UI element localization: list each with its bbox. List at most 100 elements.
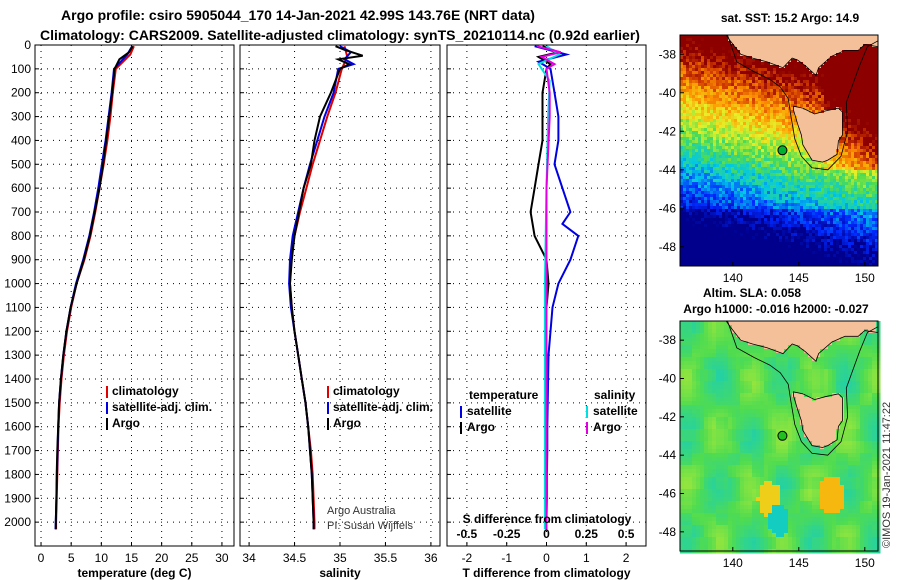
sst-cell	[704, 149, 708, 153]
sst-cell	[725, 167, 729, 171]
sst-cell	[689, 185, 693, 189]
sst-cell	[710, 92, 714, 96]
sst-cell	[806, 74, 810, 78]
sst-cell	[803, 74, 807, 78]
sst-cell	[710, 257, 714, 261]
sst-cell	[776, 89, 780, 93]
sst-cell	[686, 215, 690, 219]
sst-cell	[689, 71, 693, 75]
sst-cell	[842, 110, 846, 114]
sst-cell	[737, 179, 741, 183]
sst-cell	[857, 203, 861, 207]
sst-cell	[833, 197, 837, 201]
sst-cell	[698, 209, 702, 213]
sst-cell	[740, 191, 744, 195]
sst-cell	[716, 47, 720, 51]
sst-cell	[734, 86, 738, 90]
sst-cell	[716, 140, 720, 144]
sst-cell	[800, 50, 804, 54]
sst-cell	[824, 257, 828, 261]
sst-cell	[746, 59, 750, 63]
sst-cell	[827, 212, 831, 216]
sst-cell	[707, 98, 711, 102]
sst-cell	[764, 239, 768, 243]
depth-tick-label: 1800	[4, 467, 31, 481]
sst-cell	[683, 191, 687, 195]
sst-cell	[776, 122, 780, 126]
sst-cell	[851, 188, 855, 192]
sst-cell	[824, 47, 828, 51]
sst-cell	[689, 179, 693, 183]
sst-cell	[797, 95, 801, 99]
sst-cell	[827, 86, 831, 90]
sst-cell	[689, 89, 693, 93]
sst-cell	[782, 203, 786, 207]
sst-cell	[770, 152, 774, 156]
sst-cell	[722, 191, 726, 195]
sst-cell	[746, 68, 750, 72]
sst-cell	[734, 197, 738, 201]
sst-cell	[845, 167, 849, 171]
sst-cell	[716, 89, 720, 93]
sst-cell	[848, 38, 852, 42]
sst-cell	[704, 260, 708, 264]
sst-cell	[740, 188, 744, 192]
sst-cell	[839, 200, 843, 204]
sst-cell	[683, 56, 687, 60]
sst-cell	[860, 176, 864, 180]
sst-cell	[809, 248, 813, 252]
sst-cell	[842, 56, 846, 60]
sst-cell	[737, 95, 741, 99]
sst-cell	[761, 71, 765, 75]
sst-cell	[716, 56, 720, 60]
sst-cell	[749, 152, 753, 156]
sst-cell	[797, 35, 801, 39]
sst-cell	[713, 119, 717, 123]
sst-cell	[788, 245, 792, 249]
sst-cell	[836, 173, 840, 177]
sst-cell	[851, 104, 855, 108]
sst-cell	[788, 125, 792, 129]
sst-cell	[704, 242, 708, 246]
sst-cell	[752, 236, 756, 240]
sst-cell	[791, 92, 795, 96]
sst-cell	[773, 173, 777, 177]
sst-cell	[683, 95, 687, 99]
sst-cell	[842, 230, 846, 234]
sst-cell	[776, 260, 780, 264]
sst-cell	[746, 95, 750, 99]
sst-cell	[776, 167, 780, 171]
sst-cell	[863, 80, 867, 84]
sst-cell	[764, 74, 768, 78]
sst-cell	[686, 236, 690, 240]
sst-cell	[815, 95, 819, 99]
sst-cell	[824, 242, 828, 246]
sst-cell	[716, 161, 720, 165]
sst-cell	[698, 236, 702, 240]
sst-cell	[791, 173, 795, 177]
sst-cell	[836, 155, 840, 159]
sst-cell	[854, 185, 858, 189]
sst-cell	[782, 119, 786, 123]
sst-cell	[683, 158, 687, 162]
sst-cell	[863, 83, 867, 87]
sst-cell	[863, 41, 867, 45]
sst-cell	[680, 260, 684, 264]
sst-cell	[830, 35, 834, 39]
sst-cell	[806, 182, 810, 186]
sst-cell	[734, 62, 738, 66]
sst-cell	[755, 188, 759, 192]
sst-cell	[743, 200, 747, 204]
sst-cell	[725, 125, 729, 129]
sst-cell	[746, 233, 750, 237]
sst-cell	[797, 44, 801, 48]
sst-cell	[845, 245, 849, 249]
sst-cell	[719, 239, 723, 243]
sst-cell	[752, 98, 756, 102]
sst-cell	[713, 56, 717, 60]
sst-cell	[743, 209, 747, 213]
sst-cell	[731, 71, 735, 75]
sst-cell	[764, 143, 768, 147]
sst-cell	[785, 116, 789, 120]
sst-cell	[686, 239, 690, 243]
